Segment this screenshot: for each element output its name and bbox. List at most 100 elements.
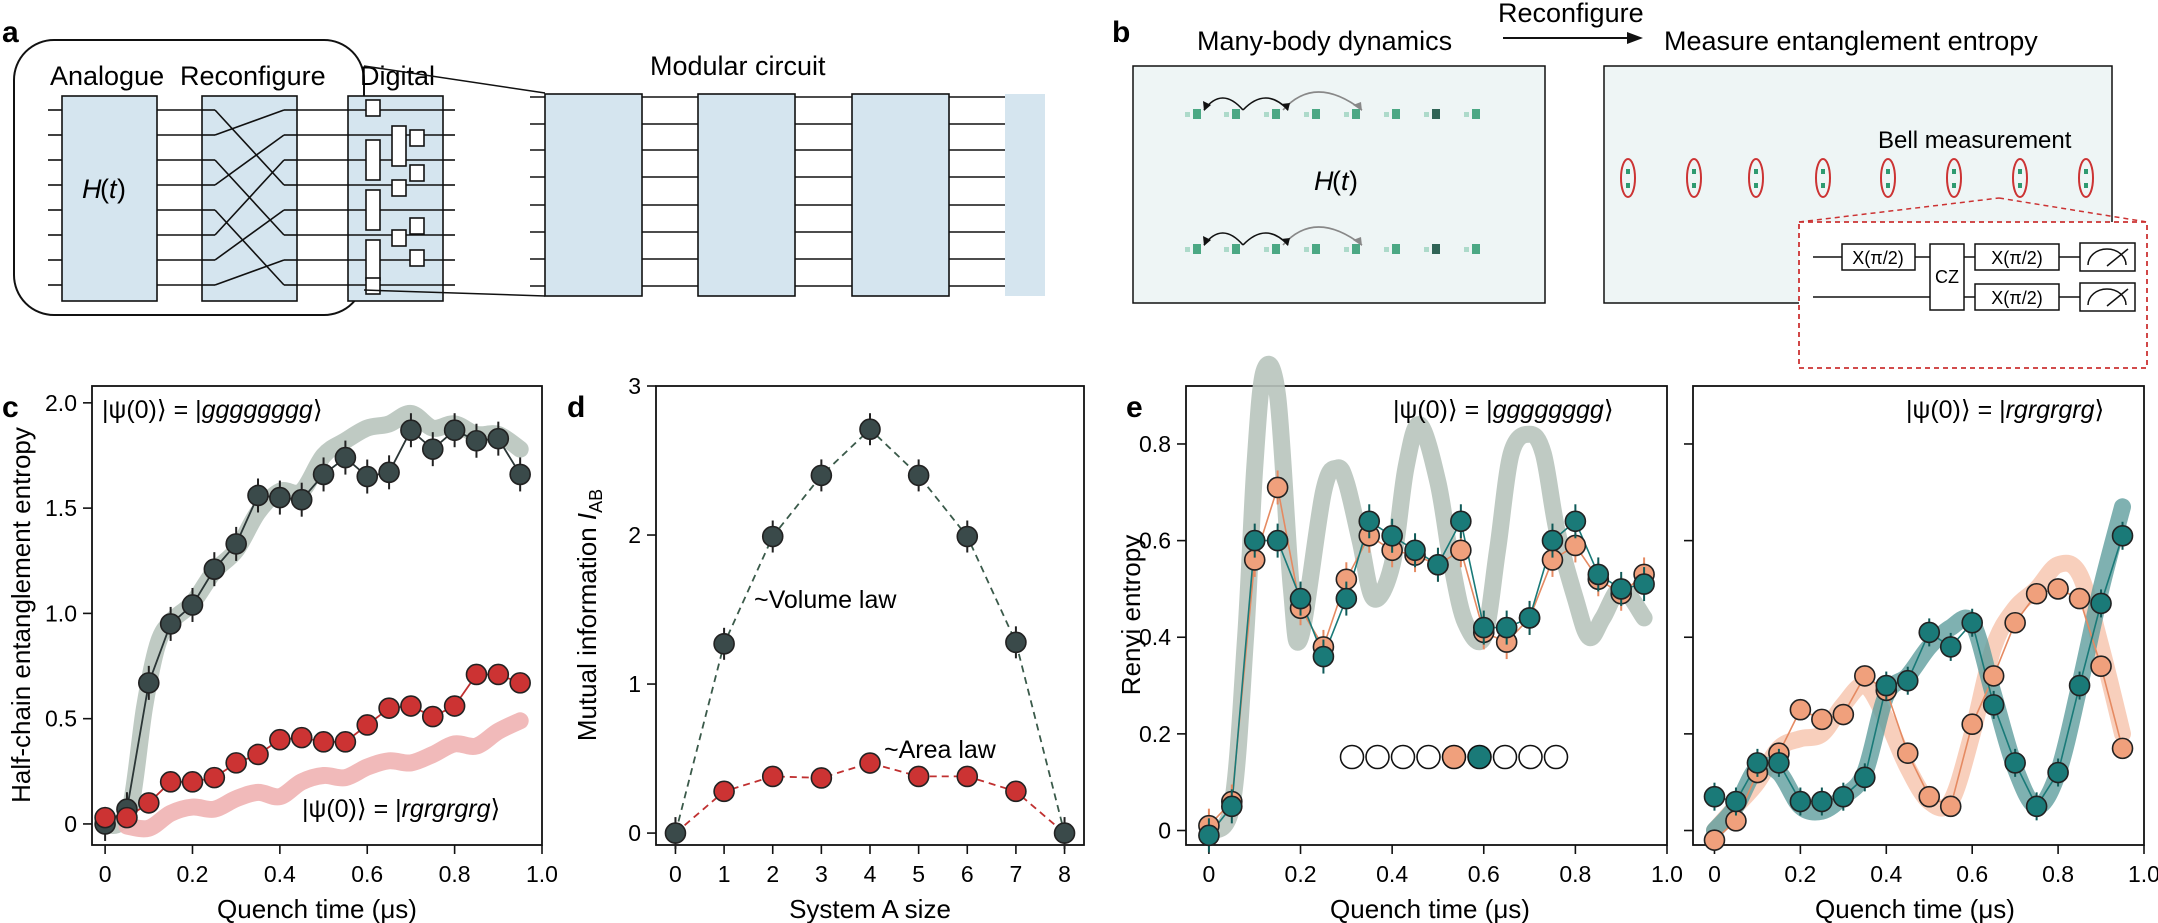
teal-point-left xyxy=(1587,563,1610,586)
zoom-line-bottom xyxy=(363,289,546,297)
x-tick-label: 0 xyxy=(669,861,682,887)
teal-point-right xyxy=(2111,524,2134,547)
chain-site xyxy=(1416,744,1441,770)
teal-point-left xyxy=(1289,587,1312,610)
point-rgrgrgrg xyxy=(356,714,379,736)
panel-a-letter: a xyxy=(2,16,19,49)
chain-site xyxy=(1467,744,1492,770)
orange-point-right xyxy=(2068,587,2091,610)
inset-line-left xyxy=(1798,197,2000,223)
bell-measurement-label: Bell measurement xyxy=(1878,127,2072,154)
panel-e-letter: e xyxy=(1126,391,1143,424)
x-tick-label: 0.4 xyxy=(264,861,296,887)
point-rgrgrgrg xyxy=(509,672,531,694)
panel-d: d 0 1 2 3 4 5 6 7 8 0 1 2 3 Mutual information IAB S… xyxy=(567,373,1085,923)
orange-point-right xyxy=(2025,582,2048,605)
teal-point-left xyxy=(1610,578,1632,600)
x-tick-label: 0.6 xyxy=(1956,861,1988,887)
teal-point-left xyxy=(1335,587,1358,610)
teal-point-left xyxy=(1495,616,1518,639)
theory-band-left xyxy=(1200,355,1653,839)
bell-pair-ellipse xyxy=(1815,158,1831,198)
bell-pair-ellipse xyxy=(1686,158,1702,198)
volume-law-point xyxy=(713,633,735,655)
atom xyxy=(1352,244,1360,254)
chain-site xyxy=(1390,744,1416,770)
modular-block xyxy=(697,93,796,297)
x-tick-label: 8 xyxy=(1058,861,1071,887)
atom xyxy=(1352,109,1360,119)
area-law-point xyxy=(810,767,833,789)
orange-point-right xyxy=(1939,795,1962,818)
bell-atom xyxy=(1952,169,1956,174)
plot-c-ticks: 0 0.2 0.4 0.6 0.8 1.0 0 0.5 1.0 1.5 2.0 xyxy=(45,390,558,887)
point-gggggggg xyxy=(247,484,269,507)
atom-ghost xyxy=(1264,247,1269,252)
y-tick-label: 0.2 xyxy=(1139,721,1171,747)
point-gggggggg xyxy=(137,672,160,694)
bell-atom xyxy=(1821,169,1825,174)
y-tick-label: 0.8 xyxy=(1139,431,1171,457)
reconfigure-wire xyxy=(214,259,285,286)
teal-point-left xyxy=(1472,616,1495,639)
bell-pair-ellipse xyxy=(1880,158,1896,198)
modular-circuit xyxy=(530,93,1045,297)
bell-pair-ellipse xyxy=(1946,158,1962,198)
hamiltonian-t: t xyxy=(109,174,118,204)
gate-x3: X(π/2) xyxy=(1991,288,2042,308)
reconfigure-wire xyxy=(214,209,285,261)
point-rgrgrgrg xyxy=(181,771,204,793)
modular-block xyxy=(851,93,950,297)
teal-point-left xyxy=(1243,529,1266,552)
volume-law-point xyxy=(664,822,687,844)
area-law-point xyxy=(859,752,881,774)
y-tick-label: 1.5 xyxy=(45,495,77,521)
teal-point-right xyxy=(1746,752,1769,774)
digital-gate xyxy=(365,277,381,295)
digital-gate xyxy=(391,179,407,197)
chain-site xyxy=(1339,744,1365,770)
x-tick-label: 1.0 xyxy=(1651,861,1683,887)
x-tick-label: 3 xyxy=(815,861,828,887)
point-gggggggg xyxy=(159,613,182,635)
atom-ghost xyxy=(1185,247,1190,252)
chain-site xyxy=(1365,744,1390,770)
orange-point-right xyxy=(1982,665,2005,687)
point-gggggggg xyxy=(509,463,531,486)
x-tick-label: 0 xyxy=(1708,861,1721,887)
y-tick-label: 0.5 xyxy=(45,706,77,732)
plot-e-legend-right: |ψ(0)⟩ = |rgrgrgrg⟩ xyxy=(1906,396,2104,424)
bell-atom xyxy=(1692,169,1696,174)
reconfigure-block xyxy=(201,95,298,302)
plot-e-right-xlabel: Quench time (μs) xyxy=(1815,894,2015,923)
bell-atom xyxy=(1626,169,1630,174)
atom xyxy=(1272,109,1280,119)
many-body-title: Many-body dynamics xyxy=(1197,26,1452,56)
teal-point-left xyxy=(1541,529,1564,552)
x-tick-label: 0.2 xyxy=(1285,861,1317,887)
orange-point-right xyxy=(1811,708,1833,731)
plot-e-series xyxy=(1198,355,2134,853)
point-gggggggg xyxy=(225,533,247,555)
volume-law-point xyxy=(907,464,930,487)
reconfigure-label: Reconfigure xyxy=(180,61,326,91)
volume-law-point xyxy=(956,525,979,548)
atom xyxy=(1472,244,1480,254)
point-rgrgrgrg xyxy=(400,695,422,717)
panel-b-letter: b xyxy=(1112,16,1130,49)
plot-c-series xyxy=(94,404,531,841)
x-tick-label: 0.6 xyxy=(1468,861,1500,887)
plot-d-frame xyxy=(655,385,1085,846)
plot-e-legend-left: |ψ(0)⟩ = |gggggggg⟩ xyxy=(1393,396,1614,424)
y-tick-label: 3 xyxy=(628,373,641,399)
x-tick-label: 1.0 xyxy=(526,861,558,887)
teal-point-right xyxy=(2025,795,2048,818)
b-hamiltonian-paren-close: ) xyxy=(1349,166,1358,196)
arrow-head xyxy=(1353,237,1362,246)
point-rgrgrgrg xyxy=(312,731,335,753)
bell-atom xyxy=(1886,169,1890,174)
x-tick-label: 7 xyxy=(1010,861,1023,887)
atom-ghost xyxy=(1304,112,1309,117)
y-tick-label: 0 xyxy=(628,820,641,846)
